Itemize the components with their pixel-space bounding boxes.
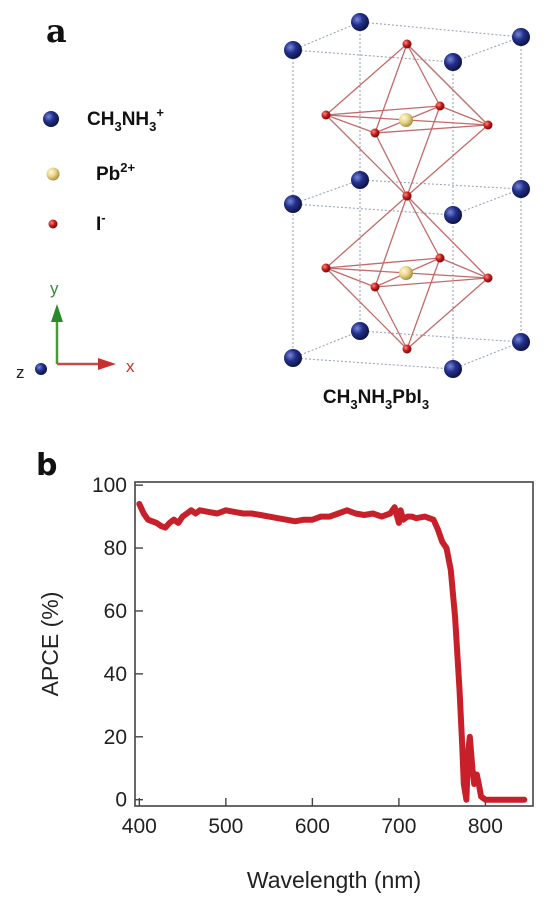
iodide-atom [483, 120, 493, 130]
iodide-atom [402, 39, 412, 49]
cell-edge [359, 179, 522, 190]
iodide-atom [321, 110, 331, 120]
z-axis-ball [35, 363, 47, 375]
octahedron-bond [406, 124, 489, 197]
cell-edge [292, 21, 361, 51]
legend-label-lead: Pb2+ [96, 160, 136, 185]
octahedron-bond [406, 277, 489, 350]
x-tick-label: 800 [468, 815, 503, 838]
octahedron-bond [325, 114, 376, 134]
iodide-atom [370, 128, 380, 138]
apce-chart: 0 20 40 60 80 100 400 500 600 700 800 Wavelength … [37, 474, 534, 893]
apce-curve [136, 501, 528, 803]
octahedron-bond [406, 43, 489, 126]
z-axis-letter: z [16, 363, 25, 382]
y-arrow-head [51, 304, 63, 322]
crystal-structure [284, 13, 530, 378]
y-axis-title: APCE (%) [37, 592, 63, 697]
legend-label-methylammonium: CH3NH3+ [87, 105, 164, 134]
methylammonium-atom [512, 180, 530, 198]
methylammonium-atom [351, 13, 369, 31]
methylammonium-atom [351, 322, 369, 340]
panel-b-label: b [36, 448, 57, 483]
iodide-atom [321, 263, 331, 273]
panel-a-label: a [46, 12, 67, 50]
x-tick-label: 400 [122, 815, 157, 838]
y-tick-label: 60 [104, 600, 127, 623]
methylammonium-atom [284, 195, 302, 213]
x-axis-letter: x [126, 357, 135, 376]
plot-frame [134, 481, 534, 807]
octahedron-bond [374, 277, 489, 288]
cell-edge [292, 357, 454, 370]
lead-atom [399, 113, 413, 127]
methylammonium-atom [284, 41, 302, 59]
cell-edge [452, 36, 522, 63]
iodide-atom [402, 191, 412, 201]
octahedron-bond [325, 267, 376, 288]
octahedron-bond [374, 286, 408, 350]
cell-edge [292, 179, 361, 205]
methylammonium-atom [512, 333, 530, 351]
formula-label: CH3NH3PbI3 [323, 387, 429, 412]
cell-edge [292, 49, 454, 63]
y-tick-label: 40 [104, 663, 127, 686]
methylammonium-atom [444, 206, 462, 224]
x-axis-title: Wavelength (nm) [247, 867, 421, 893]
octahedron-bond [325, 114, 408, 197]
methylammonium-atom [284, 349, 302, 367]
octahedron-bond [406, 195, 489, 279]
octahedron-bond [406, 43, 441, 107]
y-tick-label: 100 [92, 474, 127, 497]
x-tick-label: 600 [295, 815, 330, 838]
octahedron-bond [325, 43, 408, 116]
methylammonium-atom [444, 360, 462, 378]
x-tick-label: 700 [381, 815, 416, 838]
axis-triad: y x z [16, 279, 135, 382]
series-layer [136, 501, 528, 803]
methylammonium-atom [351, 171, 369, 189]
legend-marker-methylammonium [43, 111, 59, 127]
octahedron-bond [439, 257, 489, 279]
x-ticks: 400 500 600 700 800 [122, 798, 503, 838]
iodide-atom [435, 101, 445, 111]
cell-edge [359, 21, 522, 38]
x-arrow-head [98, 358, 116, 370]
octahedron-bond [406, 195, 441, 259]
iodide-atom [435, 253, 445, 263]
octahedron-bond [325, 267, 408, 350]
y-ticks: 0 20 40 60 80 100 [92, 474, 143, 812]
octahedron-bond [374, 124, 489, 134]
methylammonium-atom [444, 53, 462, 71]
iodide-atom [402, 344, 412, 354]
cell-edge [452, 341, 522, 370]
octahedron-bond [406, 105, 441, 197]
y-tick-label: 0 [115, 789, 127, 812]
y-tick-label: 20 [104, 726, 127, 749]
cell-edge [292, 330, 361, 359]
cell-edge [452, 188, 522, 216]
legend-label-iodide: I- [96, 210, 106, 235]
cell-edge [292, 203, 454, 216]
y-tick-label: 80 [104, 537, 127, 560]
legend-marker-iodide [48, 219, 58, 229]
methylammonium-atom [512, 28, 530, 46]
iodide-atom [370, 282, 380, 292]
octahedron-bond [439, 105, 489, 126]
lead-atom [399, 266, 413, 280]
octahedron-bond [325, 195, 408, 269]
octahedron-bond [406, 257, 441, 350]
x-tick-label: 500 [208, 815, 243, 838]
legend: CH3NH3+ Pb2+ I- [43, 105, 164, 235]
octahedron-bond [374, 132, 408, 197]
iodide-atom [483, 273, 493, 283]
cell-edge [359, 330, 522, 343]
legend-marker-lead [46, 167, 60, 181]
y-axis-letter: y [50, 279, 59, 298]
